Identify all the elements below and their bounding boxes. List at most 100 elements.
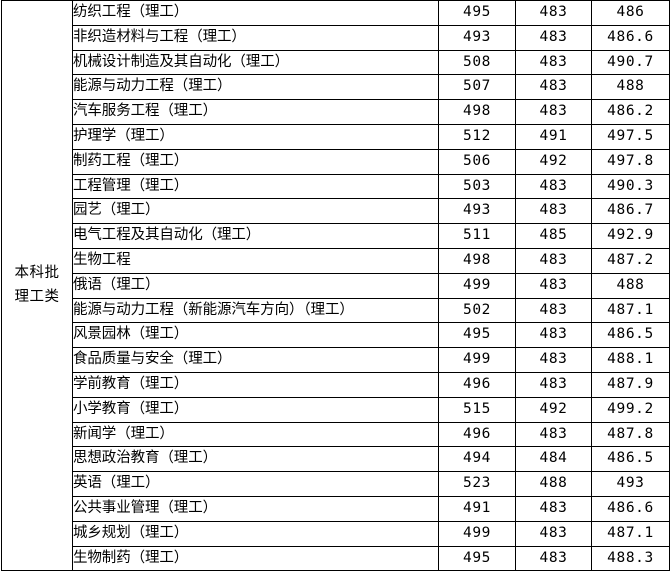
avg-score-cell: 492.9 xyxy=(591,223,670,249)
batch-category-cell: 本科批 理工类 xyxy=(1,0,73,571)
min-score-cell: 483 xyxy=(515,24,592,51)
min-score-cell: 483 xyxy=(515,198,592,225)
max-score-cell: 495 xyxy=(438,322,516,349)
avg-score-cell: 486.6 xyxy=(591,24,670,51)
table-row: 汽车服务工程（理工） 498 483 486.2 xyxy=(2,99,670,125)
major-name-cell: 机械设计制造及其自动化（理工） xyxy=(72,49,439,76)
avg-score-cell: 493 xyxy=(591,471,670,497)
major-name-cell: 新闻学（理工） xyxy=(72,421,439,448)
avg-score-cell: 497.5 xyxy=(591,123,670,150)
max-score-cell: 502 xyxy=(438,297,516,324)
min-score-cell: 483 xyxy=(515,0,592,26)
avg-score-cell: 490.3 xyxy=(591,173,670,200)
major-name-cell: 能源与动力工程（理工） xyxy=(72,74,439,101)
avg-score-cell: 499.2 xyxy=(591,396,670,423)
min-score-cell: 483 xyxy=(515,520,592,547)
table-row: 食品质量与安全（理工） 499 483 488.1 xyxy=(2,347,670,373)
min-score-cell: 483 xyxy=(515,272,592,299)
table-row: 公共事业管理（理工） 491 483 486.6 xyxy=(2,495,670,522)
table-row: 小学教育（理工） 515 492 499.2 xyxy=(2,396,670,423)
table-row: 非织造材料与工程（理工） 493 483 486.6 xyxy=(2,24,670,51)
major-name-cell: 城乡规划（理工） xyxy=(72,520,439,547)
table-row: 护理学（理工） 512 491 497.5 xyxy=(2,123,670,150)
max-score-cell: 507 xyxy=(438,74,516,101)
major-name-cell: 英语（理工） xyxy=(72,471,439,497)
major-name-cell: 生物制药（理工） xyxy=(72,545,439,571)
max-score-cell: 491 xyxy=(438,495,516,522)
avg-score-cell: 490.7 xyxy=(591,49,670,76)
avg-score-cell: 488.1 xyxy=(591,347,670,373)
avg-score-cell: 488 xyxy=(591,272,670,299)
avg-score-cell: 488.3 xyxy=(591,545,670,571)
avg-score-cell: 487.8 xyxy=(591,421,670,448)
min-score-cell: 483 xyxy=(515,421,592,448)
avg-score-cell: 486.6 xyxy=(591,495,670,522)
table-row: 园艺（理工） 493 483 486.7 xyxy=(2,198,670,225)
avg-score-cell: 487.2 xyxy=(591,247,670,274)
major-name-cell: 制药工程（理工） xyxy=(72,148,439,175)
table-row: 能源与动力工程（理工） 507 483 488 xyxy=(2,74,670,101)
major-name-cell: 能源与动力工程（新能源汽车方向）（理工） xyxy=(72,297,439,324)
major-name-cell: 纺织工程（理工） xyxy=(72,0,439,26)
min-score-cell: 483 xyxy=(515,322,592,349)
table-row: 俄语（理工） 499 483 488 xyxy=(2,272,670,299)
avg-score-cell: 497.8 xyxy=(591,148,670,175)
table-row: 风景园林（理工） 495 483 486.5 xyxy=(2,322,670,349)
major-name-cell: 小学教育（理工） xyxy=(72,396,439,423)
avg-score-cell: 487.1 xyxy=(591,520,670,547)
max-score-cell: 499 xyxy=(438,272,516,299)
max-score-cell: 515 xyxy=(438,396,516,423)
max-score-cell: 506 xyxy=(438,148,516,175)
major-name-cell: 汽车服务工程（理工） xyxy=(72,99,439,125)
max-score-cell: 495 xyxy=(438,0,516,26)
table-row: 英语（理工） 523 488 493 xyxy=(2,471,670,497)
min-score-cell: 483 xyxy=(515,347,592,373)
max-score-cell: 511 xyxy=(438,223,516,249)
avg-score-cell: 488 xyxy=(591,74,670,101)
max-score-cell: 508 xyxy=(438,49,516,76)
min-score-cell: 483 xyxy=(515,371,592,398)
avg-score-cell: 486.7 xyxy=(591,198,670,225)
major-name-cell: 风景园林（理工） xyxy=(72,322,439,349)
batch-category-label-line: 本科批 xyxy=(14,264,60,281)
table-row: 生物工程 498 483 487.2 xyxy=(2,247,670,274)
major-name-cell: 食品质量与安全（理工） xyxy=(72,347,439,373)
min-score-cell: 484 xyxy=(515,446,592,473)
major-name-cell: 非织造材料与工程（理工） xyxy=(72,24,439,51)
table-row: 生物制药（理工） 495 483 488.3 xyxy=(2,545,670,571)
max-score-cell: 498 xyxy=(438,99,516,125)
max-score-cell: 498 xyxy=(438,247,516,274)
max-score-cell: 496 xyxy=(438,421,516,448)
table-row: 制药工程（理工） 506 492 497.8 xyxy=(2,148,670,175)
major-name-cell: 园艺（理工） xyxy=(72,198,439,225)
min-score-cell: 483 xyxy=(515,495,592,522)
avg-score-cell: 487.1 xyxy=(591,297,670,324)
table-row: 思想政治教育（理工） 494 484 486.5 xyxy=(2,446,670,473)
min-score-cell: 488 xyxy=(515,471,592,497)
major-name-cell: 公共事业管理（理工） xyxy=(72,495,439,522)
min-score-cell: 483 xyxy=(515,545,592,571)
table-row: 新闻学（理工） 496 483 487.8 xyxy=(2,421,670,448)
max-score-cell: 523 xyxy=(438,471,516,497)
major-name-cell: 俄语（理工） xyxy=(72,272,439,299)
max-score-cell: 495 xyxy=(438,545,516,571)
max-score-cell: 496 xyxy=(438,371,516,398)
avg-score-cell: 486.5 xyxy=(591,322,670,349)
min-score-cell: 485 xyxy=(515,223,592,249)
table-row: 机械设计制造及其自动化（理工） 508 483 490.7 xyxy=(2,49,670,76)
table-row: 工程管理（理工） 503 483 490.3 xyxy=(2,173,670,200)
avg-score-cell: 486.5 xyxy=(591,446,670,473)
max-score-cell: 499 xyxy=(438,347,516,373)
min-score-cell: 492 xyxy=(515,148,592,175)
table-row: 电气工程及其自动化（理工） 511 485 492.9 xyxy=(2,223,670,249)
min-score-cell: 483 xyxy=(515,247,592,274)
min-score-cell: 483 xyxy=(515,173,592,200)
max-score-cell: 499 xyxy=(438,520,516,547)
major-name-cell: 电气工程及其自动化（理工） xyxy=(72,223,439,249)
max-score-cell: 494 xyxy=(438,446,516,473)
avg-score-cell: 486.2 xyxy=(591,99,670,125)
major-name-cell: 护理学（理工） xyxy=(72,123,439,150)
